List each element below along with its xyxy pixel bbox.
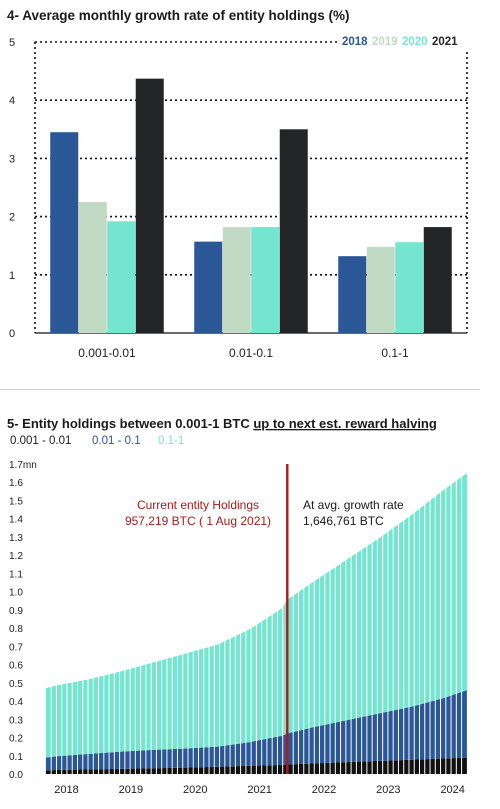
chart2-legend-label: 0.1-1 (158, 435, 184, 447)
chart2-bar-separators (50, 459, 463, 774)
chart2-annotations: Current entity Holdings 957,219 BTC ( 1 A… (125, 464, 404, 774)
chart1-bar (107, 221, 136, 333)
chart2-legend-label: 0.001 - 0.01 (10, 435, 71, 447)
chart2-ytick-label: 0.5 (9, 679, 23, 690)
section-divider (0, 389, 480, 390)
chart2-legend-label: 0.01 - 0.1 (92, 435, 141, 447)
chart1-xtick-label: 0.1-1 (381, 346, 409, 360)
chart2-ytick-label: 1.1 (9, 569, 23, 580)
chart1-ytick-label: 1 (9, 270, 15, 282)
chart2-xtick-label: 2018 (54, 784, 78, 796)
chart1-legend-label: 2021 (432, 36, 458, 48)
chart2-title: 5- Entity holdings between 0.001-1 BTC u… (7, 416, 437, 431)
chart1-y-axis: 0 1 2 3 4 5 (9, 37, 15, 340)
chart1-bar (222, 227, 251, 333)
chart2-xtick-label: 2023 (376, 784, 400, 796)
chart2-ytick-label: 1.7mn (9, 460, 37, 471)
chart2-ytick-label: 0.1 (9, 752, 23, 763)
chart2-ytick-label: 0.3 (9, 715, 23, 726)
chart2-xtick-label: 2022 (312, 784, 336, 796)
chart2-ytick-label: 0.2 (9, 734, 23, 745)
chart2-ytick-label: 0.7 (9, 642, 23, 653)
chart2-xtick-label: 2019 (119, 784, 143, 796)
chart1-ytick-label: 3 (9, 153, 15, 165)
chart1-ytick-label: 0 (9, 328, 15, 340)
chart2-ytick-label: 1.6 (9, 478, 23, 489)
chart2-xtick-label: 2024 (440, 784, 464, 796)
chart2-x-axis: 2018 2019 2020 2021 2022 2023 2024 (54, 784, 465, 796)
chart2-ytick-label: 0.0 (9, 770, 23, 781)
chart1-legend-label: 2020 (402, 36, 428, 48)
chart2-ytick-label: 0.9 (9, 606, 23, 617)
chart1-legend-label: 2018 (342, 36, 368, 48)
chart1-x-axis: 0.001-0.01 0.01-0.1 0.1-1 (78, 346, 409, 360)
chart2-legend: 0.001 - 0.01 0.01 - 0.1 0.1-1 (10, 435, 184, 447)
chart1-bar (251, 227, 280, 333)
chart2-annotation-right: 1,646,761 BTC (303, 514, 384, 528)
chart1-ytick-label: 4 (9, 95, 15, 107)
chart1-bars (50, 78, 452, 333)
chart1-bar (338, 256, 367, 333)
chart1-bar (78, 202, 107, 333)
chart2-ytick-label: 1.4 (9, 515, 23, 526)
chart1-title: 4- Average monthly growth rate of entity… (7, 8, 350, 23)
chart1-bar (366, 246, 395, 333)
chart1-ytick-label: 2 (9, 212, 15, 224)
chart1-bar (279, 129, 308, 333)
chart2-ytick-label: 1.5 (9, 496, 23, 507)
chart2-annotation-left: 957,219 BTC ( 1 Aug 2021) (125, 514, 271, 528)
chart2-annotation-left: Current entity Holdings (137, 498, 259, 512)
chart2-ytick-label: 1.2 (9, 551, 23, 562)
chart1-bar (395, 242, 424, 333)
chart2-ytick-label: 1.0 (9, 588, 23, 599)
chart2-annotation-right: At avg. growth rate (303, 498, 404, 512)
chart1-xtick-label: 0.01-0.1 (229, 346, 273, 360)
chart1-bar (135, 78, 164, 333)
entity-holdings-area-chart: 5- Entity holdings between 0.001-1 BTC u… (7, 416, 467, 796)
chart2-title-underlined: up to next est. reward halving (253, 416, 437, 431)
chart1-ytick-label: 5 (9, 37, 15, 49)
chart2-y-axis: 0.0 0.1 0.2 0.3 0.4 0.5 0.6 0.7 0.8 0.9 1.0 1.1 1.2 1… (9, 460, 37, 781)
chart2-ytick-label: 0.6 (9, 661, 23, 672)
chart2-xtick-label: 2020 (183, 784, 207, 796)
chart1-legend-label: 2019 (372, 36, 398, 48)
chart2-ytick-label: 0.4 (9, 697, 23, 708)
chart1-bar (194, 241, 223, 333)
chart1-xtick-label: 0.001-0.01 (78, 346, 136, 360)
chart1-gridlines (34, 41, 468, 334)
chart1-bar (423, 227, 452, 333)
chart2-xtick-label: 2021 (247, 784, 271, 796)
chart2-ytick-label: 0.8 (9, 624, 23, 635)
chart1-legend: 2018 2019 2020 2021 (338, 31, 469, 49)
growth-rate-bar-chart: 4- Average monthly growth rate of entity… (7, 8, 469, 360)
chart1-legend-bg (338, 31, 469, 49)
chart1-bar (50, 132, 79, 333)
chart2-ytick-label: 1.3 (9, 533, 23, 544)
